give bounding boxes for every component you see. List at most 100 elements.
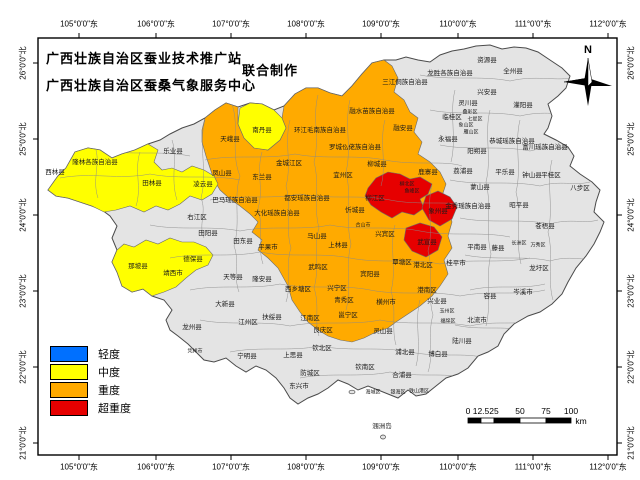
lon-tick-label: 108°0'0"东	[287, 462, 325, 472]
scalebar-tick-label: 100	[563, 406, 579, 416]
region-label: 恭城瑶族自治县	[489, 137, 535, 145]
region-label: 都安瑶族自治县	[284, 194, 330, 202]
legend-label: 中度	[98, 367, 120, 379]
region-label: 宜州区	[333, 171, 353, 179]
region-label: 合浦县	[392, 371, 412, 379]
lon-tick-label: 106°0'0"东	[137, 19, 175, 29]
region-label: 柳北区	[399, 181, 415, 188]
region-label: 八步区	[570, 184, 590, 192]
region-label: 涠洲岛	[372, 422, 392, 430]
region-label: 西林县	[45, 168, 65, 176]
region-label: 阳朔县	[467, 147, 487, 155]
legend-swatch	[50, 346, 88, 362]
county-boundaries	[59, 74, 599, 379]
region-label: 象山区	[458, 122, 474, 129]
region-label: 乐业县	[163, 147, 183, 155]
region-label: 良庆区	[313, 326, 333, 334]
region-label: 天等县	[223, 273, 243, 281]
region-label: 邕宁区	[338, 311, 358, 319]
north-label: N	[584, 44, 592, 56]
region-label: 蒙山县	[470, 183, 490, 191]
lat-tick-label: 26°0'0"北	[626, 46, 636, 80]
lon-tick-label: 110°0'0"东	[439, 462, 477, 472]
region-label: 宁明县	[237, 352, 257, 360]
region-label: 那坡县	[128, 262, 148, 270]
region-label: 象州县	[428, 207, 448, 215]
region-label: 灵川县	[458, 99, 478, 107]
region-label: 融水苗族自治县	[349, 107, 395, 115]
region-label: 覃塘区	[392, 258, 412, 266]
region-label: 银海区	[390, 389, 406, 396]
region-label: 灌阳县	[513, 101, 533, 109]
region-label: 凭祥市	[187, 348, 203, 355]
lat-tick-label: 24°0'0"北	[626, 198, 636, 232]
scalebar-tick-label: 25	[489, 406, 499, 416]
scalebar-tick-label: 75	[541, 406, 551, 416]
lat-tick-label: 25°0'0"北	[18, 122, 28, 156]
region-label: 荔浦县	[453, 167, 473, 175]
region-label: 浦北县	[395, 348, 415, 356]
region-label: 钦北区	[312, 344, 332, 352]
region-label: 雁山区	[463, 129, 479, 136]
region-label: 武鸣区	[308, 263, 328, 271]
region-label: 田阳县	[198, 229, 218, 237]
region-label: 永福县	[438, 135, 458, 143]
lon-tick-label: 109°0'0"东	[362, 462, 400, 472]
lat-tick-label: 23°0'0"北	[18, 274, 28, 308]
region-label: 全州县	[503, 67, 523, 75]
scalebar-tick-label: 0	[465, 406, 471, 416]
region-label: 隆安县	[252, 275, 272, 283]
lon-tick-label: 112°0'0"东	[589, 462, 627, 472]
axis-ticks	[33, 33, 622, 460]
lon-tick-label: 105°0'0"东	[60, 19, 98, 29]
map-frame	[37, 37, 618, 456]
credit-label: 联合制作	[242, 63, 299, 78]
legend-swatch	[50, 382, 88, 398]
severity-region-red-xiangzhou	[421, 190, 458, 227]
region-label: 罗城仫佬族自治县	[329, 143, 381, 151]
region-label: 忻城县	[345, 206, 365, 214]
region-label: 龙胜各族自治县	[427, 69, 473, 77]
region-label: 钟山县	[522, 171, 542, 179]
region-label: 平果市	[258, 243, 278, 251]
region-label: 大化瑶族自治县	[254, 209, 300, 217]
region-label: 大新县	[215, 300, 235, 308]
region-label: 长洲区	[511, 240, 527, 247]
region-label: 铁山港区	[408, 388, 430, 395]
legend-swatch	[50, 400, 88, 416]
region-label: 玉州区	[439, 308, 455, 315]
legend-label: 轻度	[98, 349, 120, 361]
severity-region-yellow-southwest	[111, 237, 214, 297]
region-label: 宾阳县	[360, 270, 380, 278]
region-label: 德保县	[183, 255, 203, 263]
region-label: 天峨县	[220, 135, 240, 143]
legend-item: 重度	[50, 381, 131, 399]
region-label: 南丹县	[252, 126, 272, 134]
region-label: 凤山县	[212, 169, 232, 177]
legend-item: 中度	[50, 363, 131, 381]
region-label: 江南区	[300, 314, 320, 322]
region-label: 鹿寨县	[418, 168, 438, 176]
region-label: 东兴市	[289, 382, 309, 390]
region-label: 合山市	[355, 222, 371, 229]
region-label: 万秀区	[530, 242, 546, 249]
region-label: 陆川县	[452, 337, 472, 345]
north-arrow-icon	[563, 57, 612, 106]
region-label: 藤县	[491, 244, 505, 252]
region-label: 靖西市	[163, 269, 183, 277]
lon-tick-label: 112°0'0"东	[589, 19, 627, 29]
page-title-line2: 广西壮族自治区蚕桑气象服务中心	[46, 78, 257, 93]
region-label: 防城区	[300, 369, 320, 377]
region-label: 扶绥县	[262, 313, 282, 321]
region-label: 容县	[483, 292, 497, 300]
legend-label: 超重度	[98, 403, 131, 415]
region-label: 港南区	[417, 286, 437, 294]
lon-tick-label: 110°0'0"东	[439, 19, 477, 29]
region-label: 平南县	[467, 243, 487, 251]
lat-tick-label: 21°0'0"北	[18, 426, 28, 460]
region-label: 龙州县	[182, 323, 202, 331]
lat-tick-label: 22°0'0"北	[626, 350, 636, 384]
region-label: 北流市	[467, 316, 487, 324]
scalebar-tick-label: 12.5	[472, 406, 490, 416]
